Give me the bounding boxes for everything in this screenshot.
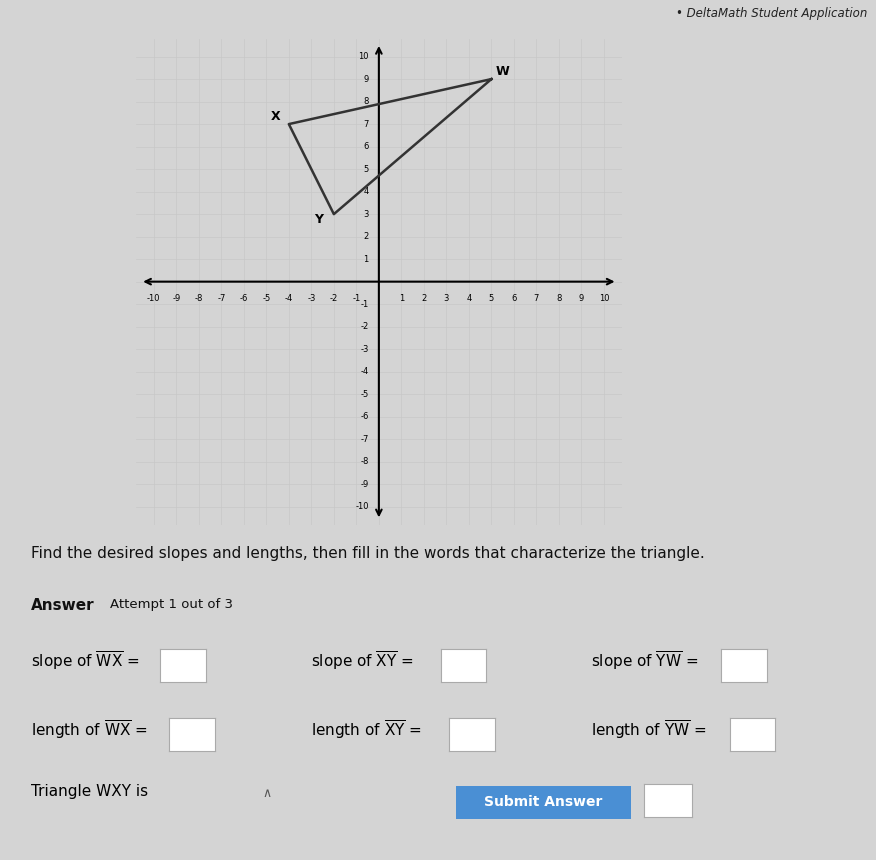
Text: -2: -2 [361,322,369,331]
Text: 4: 4 [466,294,471,303]
Text: • DeltaMath Student Application: • DeltaMath Student Application [676,7,867,20]
Text: length of $\overline{\mathrm{XY}}$ =: length of $\overline{\mathrm{XY}}$ = [311,718,421,740]
Text: -7: -7 [217,294,225,303]
Text: -9: -9 [361,480,369,488]
Text: -3: -3 [360,345,369,353]
Text: -3: -3 [307,294,315,303]
Text: Submit Answer: Submit Answer [484,796,603,809]
Text: length of $\overline{\mathrm{WX}}$ =: length of $\overline{\mathrm{WX}}$ = [31,718,147,740]
Text: Triangle WXY is: Triangle WXY is [31,784,148,799]
Text: W: W [496,64,510,77]
Text: slope of $\overline{\mathrm{WX}}$ =: slope of $\overline{\mathrm{WX}}$ = [31,649,139,672]
Text: 3: 3 [364,210,369,218]
Text: -10: -10 [147,294,160,303]
Text: -1: -1 [352,294,361,303]
Text: 5: 5 [489,294,494,303]
Text: -4: -4 [361,367,369,376]
Text: 7: 7 [364,120,369,129]
Text: 1: 1 [364,255,369,264]
Text: -4: -4 [285,294,293,303]
Text: 2: 2 [421,294,427,303]
Text: slope of $\overline{\mathrm{XY}}$ =: slope of $\overline{\mathrm{XY}}$ = [311,649,413,672]
Text: -8: -8 [360,458,369,466]
Text: -2: -2 [329,294,338,303]
Text: Answer: Answer [31,598,95,612]
Text: Find the desired slopes and lengths, then fill in the words that characterize th: Find the desired slopes and lengths, the… [31,546,704,561]
Text: Attempt 1 out of 3: Attempt 1 out of 3 [110,598,232,611]
Text: ∧: ∧ [263,787,272,800]
Text: 1: 1 [399,294,404,303]
Text: 8: 8 [364,97,369,106]
Text: -6: -6 [240,294,248,303]
Text: 5: 5 [364,164,369,174]
Text: -10: -10 [356,502,369,511]
Text: Y: Y [314,213,322,226]
Text: -8: -8 [194,294,203,303]
Text: -5: -5 [361,390,369,399]
Text: -7: -7 [360,434,369,444]
Text: slope of $\overline{\mathrm{YW}}$ =: slope of $\overline{\mathrm{YW}}$ = [591,649,699,672]
Text: -5: -5 [262,294,271,303]
Text: 10: 10 [358,52,369,61]
Text: -6: -6 [360,412,369,421]
Text: 3: 3 [444,294,449,303]
Text: 9: 9 [579,294,584,303]
Text: X: X [271,109,280,123]
Text: 2: 2 [364,232,369,241]
Text: 4: 4 [364,187,369,196]
Text: 10: 10 [598,294,609,303]
Text: 6: 6 [364,142,369,151]
Text: 7: 7 [533,294,539,303]
Text: length of $\overline{\mathrm{YW}}$ =: length of $\overline{\mathrm{YW}}$ = [591,718,707,740]
Text: 9: 9 [364,75,369,83]
Text: -9: -9 [173,294,180,303]
Text: -1: -1 [361,299,369,309]
Text: 6: 6 [512,294,517,303]
Text: 8: 8 [556,294,562,303]
